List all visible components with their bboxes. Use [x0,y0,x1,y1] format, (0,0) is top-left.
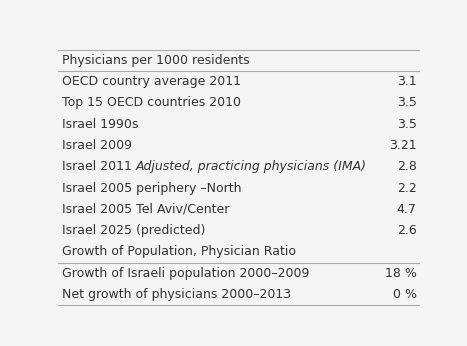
Text: Growth of Israeli population 2000–2009: Growth of Israeli population 2000–2009 [62,267,309,280]
Text: Net growth of physicians 2000–2013: Net growth of physicians 2000–2013 [62,288,291,301]
Text: Israel 2011: Israel 2011 [62,160,136,173]
Text: Israel 2025 (predicted): Israel 2025 (predicted) [62,224,205,237]
Text: Growth of Population, Physician Ratio: Growth of Population, Physician Ratio [62,246,296,258]
Text: 3.21: 3.21 [389,139,417,152]
Text: Israel 2005 periphery –North: Israel 2005 periphery –North [62,182,241,194]
Text: 4.7: 4.7 [397,203,417,216]
Text: 2.2: 2.2 [397,182,417,194]
Text: 2.8: 2.8 [397,160,417,173]
Text: 0 %: 0 % [393,288,417,301]
Text: 3.5: 3.5 [397,96,417,109]
Text: 3.1: 3.1 [397,75,417,88]
Text: Physicians per 1000 residents: Physicians per 1000 residents [62,54,250,67]
Text: Israel 1990s: Israel 1990s [62,118,138,130]
Text: Israel 2009: Israel 2009 [62,139,132,152]
Text: Top 15 OECD countries 2010: Top 15 OECD countries 2010 [62,96,241,109]
Text: 3.5: 3.5 [397,118,417,130]
Text: Adjusted, practicing physicians (IMA): Adjusted, practicing physicians (IMA) [136,160,367,173]
Text: 2.6: 2.6 [397,224,417,237]
Text: 18 %: 18 % [385,267,417,280]
Text: Israel 2005 Tel Aviv/Center: Israel 2005 Tel Aviv/Center [62,203,229,216]
Text: OECD country average 2011: OECD country average 2011 [62,75,241,88]
